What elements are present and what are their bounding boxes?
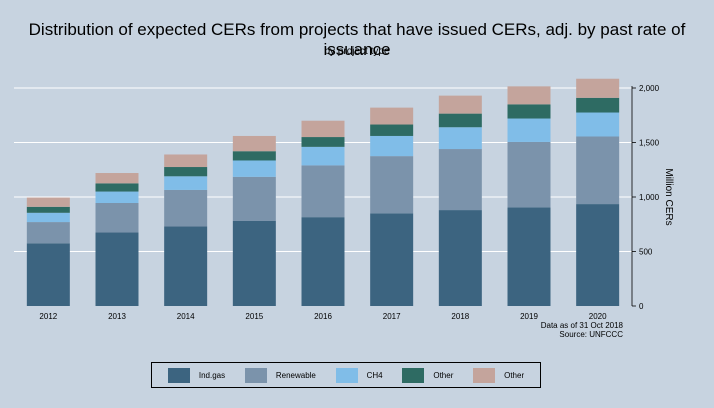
x-tick-label: 2012 [39, 312, 57, 321]
bar-segment [370, 124, 414, 136]
bar-segment [507, 118, 551, 142]
legend-item: Ind.gas [167, 367, 226, 383]
bar-segment [301, 217, 345, 306]
x-tick-label: 2017 [383, 312, 401, 321]
y-tick-label: 2,000 [639, 84, 660, 93]
y-tick-label: 1,000 [639, 193, 660, 202]
legend-label: Other [504, 370, 525, 380]
bar-segment [95, 232, 139, 306]
legend-swatch [473, 367, 496, 383]
bar-segment [26, 212, 70, 223]
y-tick-label: 500 [639, 248, 653, 257]
legend-label: Other [433, 370, 454, 380]
bar-segment [232, 151, 276, 161]
bar-segment [95, 191, 139, 203]
bar-segment [301, 137, 345, 147]
chart-subtitle: by project type [324, 46, 390, 57]
legend-swatch [167, 367, 190, 383]
chart-title: Distribution of expected CERs from proje… [28, 20, 686, 59]
bar-segment [438, 113, 482, 128]
bar-segment [507, 141, 551, 208]
legend-swatch [244, 367, 267, 383]
bar-segment [576, 97, 620, 113]
legend-item: Renewable [244, 367, 316, 383]
bar-segment [370, 135, 414, 157]
bar-segment [507, 104, 551, 119]
y-tick-label: 1,500 [639, 139, 660, 148]
legend-item: Other [473, 367, 525, 383]
data-date-note: Data as of 31 Oct 2018 [540, 321, 623, 330]
legend: Ind.gas Renewable CH4 Other Other [151, 362, 541, 388]
x-tick-label: 2014 [177, 312, 195, 321]
y-axis-label: Million CERs [663, 168, 674, 225]
bar-segment [95, 202, 139, 233]
x-tick-label: 2018 [451, 312, 469, 321]
x-tick-label: 2020 [589, 312, 607, 321]
bar-segment [576, 204, 620, 306]
bar-segment [576, 112, 620, 137]
bar-segment [438, 210, 482, 306]
bar-segment [370, 156, 414, 214]
bar-segment [576, 78, 620, 98]
bar-segment [438, 127, 482, 150]
bar-segment [232, 160, 276, 177]
x-tick-label: 2015 [245, 312, 263, 321]
bar-segment [232, 220, 276, 306]
bar-segment [370, 213, 414, 306]
bar-segment [301, 165, 345, 218]
bar-segment [576, 136, 620, 205]
bar-segment [26, 243, 70, 306]
y-tick-label: 0 [639, 302, 644, 311]
bar-segment [232, 176, 276, 221]
bar-segment [301, 120, 345, 138]
x-tick-label: 2013 [108, 312, 126, 321]
x-tick-label: 2019 [520, 312, 538, 321]
bar-segment [438, 149, 482, 211]
bar-segment [164, 176, 208, 190]
legend-swatch [335, 367, 358, 383]
x-tick-label: 2016 [314, 312, 332, 321]
bar-segment [438, 95, 482, 114]
bar-segment [164, 226, 208, 306]
legend-label: Ind.gas [198, 370, 226, 380]
bar-segment [370, 107, 414, 125]
legend-label: Renewable [275, 370, 316, 380]
bar-segment [95, 173, 139, 184]
bar-segment [26, 222, 70, 244]
bar-segment [232, 135, 276, 152]
bar-segment [26, 206, 70, 213]
legend-swatch [402, 367, 425, 383]
bar-segment [507, 207, 551, 306]
bar-segment [507, 86, 551, 105]
legend-item: Other [402, 367, 454, 383]
bar-segment [26, 197, 70, 207]
bar-segment [164, 189, 208, 227]
bar-segment [301, 146, 345, 166]
bar-segment [95, 183, 139, 192]
source-note: Source: UNFCCC [559, 330, 623, 339]
legend-label: CH4 [366, 370, 383, 380]
bar-segment [164, 154, 208, 168]
legend-item: CH4 [335, 367, 383, 383]
bar-segment [164, 167, 208, 177]
